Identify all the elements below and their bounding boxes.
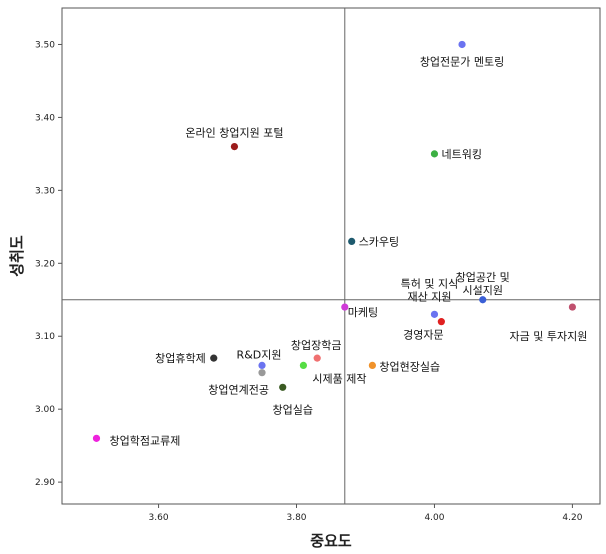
y-tick-label: 3.40 (35, 113, 55, 123)
data-point-label: 네트워킹 (441, 148, 481, 161)
data-point-label: 창업학점교류제 (109, 434, 180, 447)
data-point-label: 창업현장실습 (379, 360, 440, 373)
y-axis-ticks: 2.90 3.00 3.10 3.20 3.30 3.40 3.50 (35, 40, 62, 488)
data-point-label: 창업장학금 (291, 339, 342, 352)
data-point (210, 354, 218, 362)
data-point-label: 마케팅 (348, 306, 378, 319)
y-axis-title: 성취도 (8, 235, 26, 277)
data-point-label: R&D지원 (237, 348, 282, 361)
data-point-label: 창업공간 및 시설지원 (456, 271, 510, 297)
data-point (279, 383, 287, 391)
plot-area (61, 7, 601, 505)
data-point-label: 경영자문 (403, 329, 443, 342)
y-tick-label: 2.90 (35, 478, 55, 488)
x-tick-label: 3.80 (286, 513, 306, 523)
x-axis-title: 중요도 (310, 532, 352, 550)
data-point (92, 434, 101, 442)
data-point-label: 창업전문가 멘토링 (420, 55, 504, 68)
data-point (313, 354, 321, 362)
x-tick-label: 3.60 (149, 513, 169, 523)
data-point (258, 361, 266, 370)
data-point (299, 361, 308, 370)
data-point-label: 창업휴학제 (155, 352, 206, 365)
data-point (368, 361, 376, 370)
data-point-label: 스카우팅 (359, 235, 399, 248)
y-tick-label: 3.30 (35, 186, 55, 196)
data-point-label: 창업실습 (272, 403, 312, 416)
data-point (430, 310, 439, 318)
y-tick-label: 3.10 (35, 332, 55, 342)
data-point-label: 시제품 제작 (312, 372, 366, 385)
data-point (479, 296, 487, 304)
data-point (458, 40, 466, 49)
x-tick-label: 4.20 (562, 513, 582, 523)
y-tick-label: 3.00 (35, 405, 55, 415)
x-axis-ticks: 3.60 3.80 4.00 4.20 (149, 504, 583, 523)
data-points (92, 40, 577, 442)
data-point-label: 온라인 창업지원 포털 (185, 127, 283, 140)
x-tick-label: 4.00 (424, 513, 444, 523)
y-tick-label: 3.20 (35, 259, 55, 269)
data-point (437, 318, 445, 326)
y-tick-label: 3.50 (35, 40, 55, 50)
data-point (348, 237, 356, 246)
data-point (430, 150, 439, 158)
data-point-label: 자금 및 투자지원 (509, 330, 587, 343)
data-point-label: 특허 및 지식 재산 지원 (401, 277, 459, 303)
data-point (568, 303, 577, 311)
reference-lines (62, 8, 600, 504)
data-point (230, 142, 239, 151)
data-point (258, 369, 266, 377)
data-point (341, 303, 349, 311)
data-point-label: 창업연계전공 (208, 384, 269, 397)
